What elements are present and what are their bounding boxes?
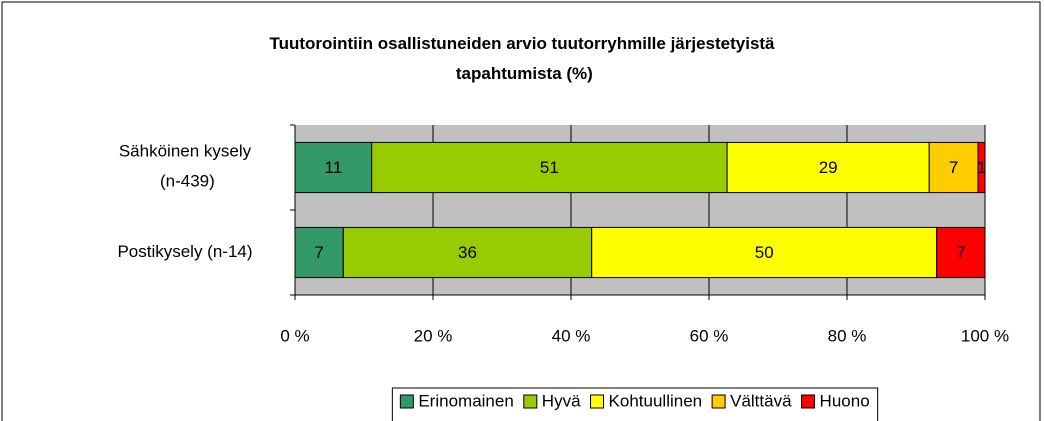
legend-label: Hyvä — [542, 391, 581, 410]
legend-swatch — [523, 394, 538, 409]
x-tick-label: 60 % — [690, 326, 729, 345]
data-label: 29 — [819, 158, 838, 177]
bar-segment — [294, 226, 344, 279]
bar-segment — [591, 226, 938, 279]
data-label: 7 — [949, 158, 958, 177]
data-label: 11 — [325, 158, 343, 177]
data-label: 7 — [956, 243, 965, 262]
bar-segment — [936, 226, 986, 279]
legend-swatch — [590, 394, 605, 409]
bar-segment — [977, 141, 986, 194]
x-tick-label: 40 % — [552, 326, 591, 345]
x-tick-label: 100 % — [961, 326, 1009, 345]
legend: Erinomainen Hyvä Kohtuullinen Välttävä Huono — [391, 387, 879, 421]
chart-title: Tuutorointiin osallistuneiden arvio tuut… — [269, 34, 775, 83]
x-tick-label: 80 % — [828, 326, 867, 345]
y-tick-label: Sähköinen kysely (n-439) — [119, 142, 252, 191]
bar-segment — [294, 141, 373, 194]
legend-swatch — [399, 394, 414, 409]
bar-segment — [371, 141, 728, 194]
x-tick-label: 0 % — [280, 326, 309, 345]
data-label: 51 — [540, 158, 559, 177]
legend-swatch — [801, 394, 816, 409]
x-tick-label: 20 % — [414, 326, 453, 345]
data-label: 7 — [314, 243, 323, 262]
bar-segment — [342, 226, 593, 279]
data-label: 50 — [755, 243, 774, 262]
data-label: 1 — [977, 158, 986, 177]
bar-segment — [726, 141, 930, 194]
legend-box — [391, 387, 879, 421]
legend-label: Huono — [820, 391, 870, 410]
legend-swatch — [711, 394, 726, 409]
legend-label: Erinomainen — [418, 391, 513, 410]
y-tick-label: Postikysely (n-14) — [117, 242, 252, 261]
data-label: 36 — [458, 243, 477, 262]
legend-label: Kohtuullinen — [609, 391, 703, 410]
legend-label: Välttävä — [730, 391, 792, 410]
